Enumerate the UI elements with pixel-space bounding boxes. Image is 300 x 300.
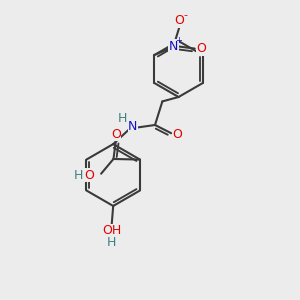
Text: N: N: [169, 40, 178, 53]
Text: O: O: [84, 169, 94, 182]
Text: O: O: [173, 128, 183, 141]
Text: O: O: [196, 42, 206, 55]
Text: -: -: [183, 10, 187, 20]
Text: H: H: [118, 112, 127, 125]
Text: +: +: [175, 36, 182, 45]
Text: O: O: [174, 14, 184, 27]
Text: OH: OH: [102, 224, 121, 237]
Text: O: O: [111, 128, 121, 141]
Text: O: O: [107, 224, 117, 237]
Text: N: N: [128, 120, 138, 133]
Text: H: H: [107, 236, 116, 249]
Text: H: H: [74, 169, 83, 182]
